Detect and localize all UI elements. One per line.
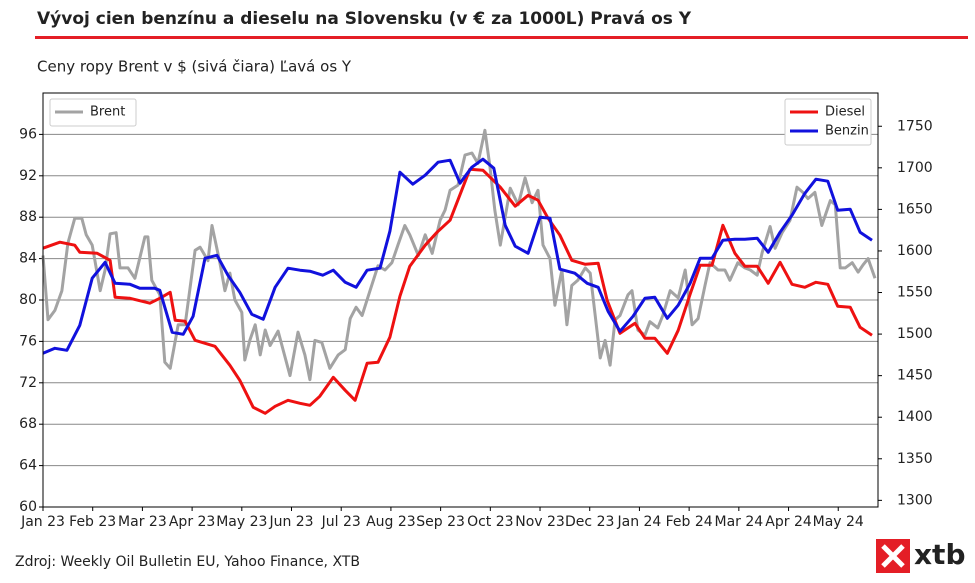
x-tick-label: Nov 23 [515,514,565,530]
y-tick-label: 76 [19,333,37,349]
x-tick-label: Apr 24 [765,514,812,530]
legend: Brent [49,98,137,127]
x-tick-label: Jun 23 [268,514,313,530]
series-line [42,167,873,415]
x-tick-label: Dec 23 [565,514,614,530]
legend-box [49,98,137,127]
logo: xtb [876,538,966,573]
x-tick-label: Feb 24 [666,514,713,530]
x-tick-label: May 24 [813,514,864,530]
legend-label: Diesel [825,105,865,120]
chart-title: Vývoj cien benzínu a dieselu na Slovensk… [37,9,692,29]
y2-tick-label: 1550 [897,285,933,301]
legend-label: Brent [90,105,125,120]
y-tick-label: 88 [19,209,37,225]
y-tick-label: 60 [19,499,37,515]
series-line [41,128,877,382]
y2-tick-label: 1750 [897,118,933,134]
y2-tick-label: 1600 [897,243,933,259]
x-tick-label: Mar 23 [118,514,167,530]
y-tick-label: 68 [19,416,37,432]
x-tick-label: Oct 23 [467,514,513,530]
legend: Diesel Benzin [784,98,872,146]
y2-tick-label: 1350 [897,451,933,467]
x-tick-label: May 23 [216,514,267,530]
y-tick-label: 84 [19,251,37,267]
y-tick-label: 96 [19,126,37,142]
y2-tick-label: 1400 [897,409,933,425]
y-tick-label: 72 [19,375,37,391]
x-tick-label: Jan 23 [20,514,65,530]
title-underline [35,36,968,39]
y2-tick-label: 1700 [897,160,933,176]
x-tick-label: Jul 23 [321,514,361,530]
y-tick-label: 92 [19,168,37,184]
source-note: Zdroj: Weekly Oil Bulletin EU, Yahoo Fin… [15,554,360,570]
plot-frame [42,92,879,508]
x-tick-label: Apr 23 [169,514,215,530]
y2-tick-label: 1450 [897,368,933,384]
x-tick-label: Jan 24 [616,514,661,530]
legend-label: Benzin [825,124,869,139]
y2-tick-label: 1500 [897,326,933,342]
y-tick-label: 80 [19,292,37,308]
logo-x [881,544,905,568]
x-tick-label: Feb 23 [69,514,116,530]
series-line [42,157,873,355]
y-tick-label: 64 [19,458,37,474]
y2-tick-label: 1650 [897,201,933,217]
chart-subtitle: Ceny ropy Brent v $ (sivá čiara) Ľavá os… [37,58,352,76]
x-tick-label: Aug 23 [366,514,416,530]
x-tick-label: Mar 24 [714,514,763,530]
logo-text: xtb [914,538,966,571]
x-tick-label: Sep 23 [416,514,465,530]
y2-tick-label: 1300 [897,492,933,508]
